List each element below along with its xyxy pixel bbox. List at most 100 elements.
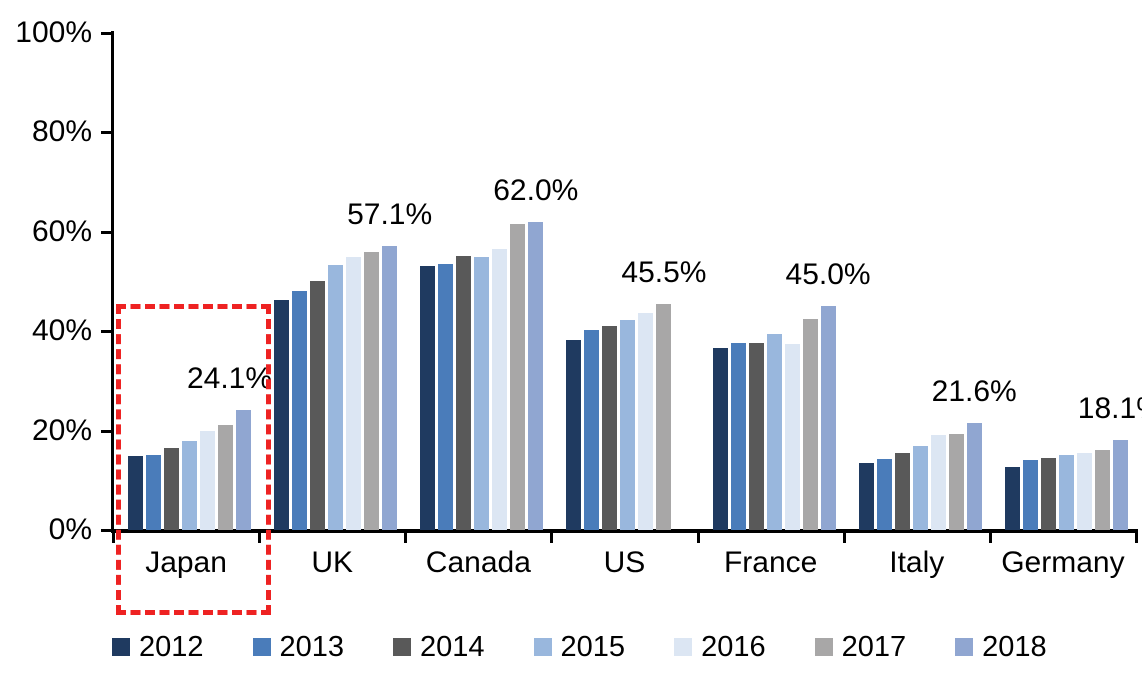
bar-2016-italy <box>930 434 946 530</box>
x-tick-mark <box>258 531 262 543</box>
x-tick-mark <box>696 531 700 543</box>
legend-item-2015: 2015 <box>533 629 625 665</box>
plot-area: 24.1% 57.1% 62.0% 45.5% 45.0% 21.6% 18.1% <box>113 33 1142 530</box>
bar-2015-uk <box>328 265 344 530</box>
bar-2013-italy <box>876 459 892 530</box>
bar-2017-italy <box>948 433 964 530</box>
bar-2013-canada <box>438 263 454 530</box>
bar-2013-us <box>584 330 600 530</box>
x-tick-mark <box>112 531 115 543</box>
legend-swatch-2018 <box>955 638 974 656</box>
bar-2017-germany <box>1094 450 1110 530</box>
bar-2016-canada <box>492 249 508 530</box>
bar-2013-uk <box>292 291 308 530</box>
category-label-japan: Japan <box>145 546 227 579</box>
bar-2014-france <box>748 342 764 530</box>
bar-2017-france <box>802 319 818 530</box>
legend-item-2013: 2013 <box>252 629 344 665</box>
bar-group-canada: 62.0% <box>405 33 578 530</box>
y-tick-mark <box>101 330 112 334</box>
value-label-japan: 24.1% <box>186 362 273 396</box>
japan-highlight-box <box>116 304 271 615</box>
y-tick-mark <box>101 429 112 433</box>
bar-2018-uk <box>382 246 398 530</box>
legend: 2012 2013 2014 2015 2016 2017 2018 <box>112 629 1142 665</box>
legend-label-2016: 2016 <box>701 631 766 663</box>
value-label-germany: 18.1% <box>1077 392 1142 426</box>
category-label-france: France <box>723 546 818 579</box>
y-tick-label: 40% <box>31 314 92 348</box>
bar-2015-france <box>766 334 782 530</box>
bar-2014-italy <box>894 453 910 530</box>
bar-2013-germany <box>1022 460 1038 530</box>
bar-2014-germany <box>1040 458 1056 530</box>
bar-2016-us <box>638 312 654 530</box>
x-tick-mark <box>842 531 846 543</box>
bar-2015-canada <box>474 257 490 530</box>
bar-2017-canada <box>510 224 526 530</box>
x-axis-line <box>111 529 1138 533</box>
y-tick-label: 60% <box>31 214 92 248</box>
legend-item-2018: 2018 <box>955 629 1047 665</box>
y-tick-label: 0% <box>48 513 92 546</box>
bar-group-japan: 24.1% <box>113 33 272 530</box>
bar-2012-germany <box>1004 467 1020 530</box>
bar-2016-uk <box>346 256 362 530</box>
category-label-us: US <box>603 546 646 579</box>
legend-item-2012: 2012 <box>112 629 204 665</box>
legend-swatch-2016 <box>674 638 693 656</box>
y-tick-mark <box>101 131 112 135</box>
legend-label-2012: 2012 <box>139 631 204 663</box>
y-tick-label: 20% <box>31 413 92 447</box>
bar-group-italy: 21.6% <box>844 33 1017 530</box>
bar-group-uk: 57.1% <box>259 33 432 530</box>
bar-2017-uk <box>364 252 380 530</box>
x-tick-mark <box>550 531 554 543</box>
bar-2017-japan <box>218 425 233 530</box>
legend-item-2016: 2016 <box>674 629 766 665</box>
bar-2015-germany <box>1058 455 1074 530</box>
bar-2015-us <box>620 320 636 530</box>
legend-swatch-2017 <box>814 638 833 656</box>
bar-2012-uk <box>274 299 290 530</box>
bar-2013-japan <box>146 455 161 530</box>
legend-swatch-2014 <box>393 638 412 656</box>
value-label-uk: 57.1% <box>347 198 433 232</box>
value-label-canada: 62.0% <box>493 173 579 207</box>
legend-item-2014: 2014 <box>393 629 485 665</box>
legend-label-2017: 2017 <box>841 631 907 663</box>
category-label-canada: Canada <box>425 546 531 579</box>
bar-2013-france <box>730 342 746 530</box>
bar-2018-italy <box>966 422 982 530</box>
y-tick-label: 100% <box>15 16 92 49</box>
bar-group-germany: 18.1% <box>990 33 1142 530</box>
bar-2012-japan <box>128 456 143 530</box>
category-axis-labels: Japan UK Canada US France Italy Germany <box>113 546 1136 580</box>
legend-swatch-2015 <box>533 638 552 656</box>
bar-2016-japan <box>200 430 215 530</box>
bar-group-france: 45.0% <box>698 33 871 530</box>
bar-2018-canada <box>528 221 544 530</box>
bar-2016-france <box>784 344 800 530</box>
bar-2015-italy <box>912 446 928 530</box>
value-label-us: 45.5% <box>621 255 707 289</box>
bar-2017-us <box>656 303 672 530</box>
value-label-italy: 21.6% <box>931 374 1017 408</box>
x-tick-mark <box>404 531 408 543</box>
bar-2014-canada <box>456 256 472 530</box>
legend-swatch-2013 <box>252 638 271 656</box>
bar-2012-canada <box>420 265 436 530</box>
x-tick-mark <box>988 531 992 543</box>
legend-item-2017: 2017 <box>814 629 907 665</box>
y-axis-line <box>111 31 114 533</box>
bar-2018-france <box>820 306 836 530</box>
category-label-uk: UK <box>311 546 354 579</box>
x-tick-mark <box>1135 531 1138 543</box>
y-tick-mark <box>101 529 112 532</box>
bar-2012-france <box>712 348 728 530</box>
bar-2012-italy <box>858 463 874 530</box>
y-tick-mark <box>101 230 112 234</box>
y-tick-label: 80% <box>31 115 92 149</box>
bar-2012-us <box>566 339 582 530</box>
